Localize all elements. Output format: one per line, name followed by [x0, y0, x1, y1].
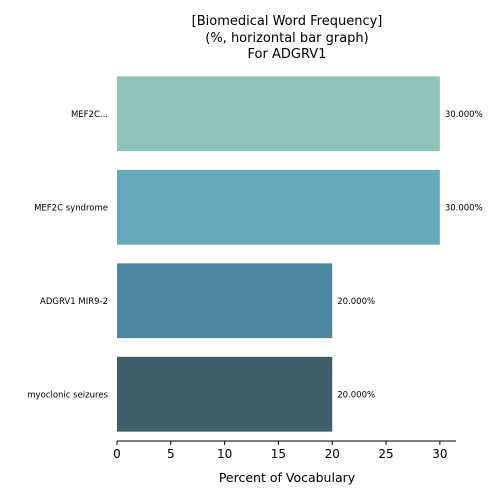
category-label: myoclonic seizures — [27, 390, 108, 400]
x-tick-label: 0 — [113, 447, 121, 461]
x-tick-label: 30 — [432, 447, 447, 461]
x-tick-label: 5 — [167, 447, 175, 461]
chart-title-line-1: [Biomedical Word Frequency] — [192, 14, 383, 29]
value-label: 20.000% — [337, 297, 375, 307]
value-label: 20.000% — [337, 390, 375, 400]
category-label: ADGRV1 MIR9-2 — [40, 297, 108, 307]
value-label: 30.000% — [445, 110, 483, 120]
chart-title: [Biomedical Word Frequency] (%, horizont… — [192, 14, 383, 62]
bar — [117, 263, 332, 338]
chart-title-line-2: (%, horizontal bar graph) — [205, 31, 368, 46]
x-tick-label: 10 — [217, 447, 232, 461]
bar — [117, 170, 440, 245]
bar — [117, 357, 332, 432]
category-label: MEF2C syndrome — [34, 203, 108, 213]
plot-area: MEF2C... 30.000% MEF2C syndrome 30.000% ADGR… — [27, 76, 482, 431]
x-tick-label: 25 — [378, 447, 393, 461]
value-label: 30.000% — [445, 203, 483, 213]
x-tick-label: 20 — [325, 447, 340, 461]
bar — [117, 76, 440, 151]
x-axis: 0 5 10 15 20 25 30 — [113, 441, 456, 461]
x-tick-label: 15 — [271, 447, 286, 461]
category-label: MEF2C... — [71, 110, 108, 120]
x-axis-title: Percent of Vocabulary — [219, 470, 356, 485]
chart-title-line-3: For ADGRV1 — [248, 47, 327, 62]
